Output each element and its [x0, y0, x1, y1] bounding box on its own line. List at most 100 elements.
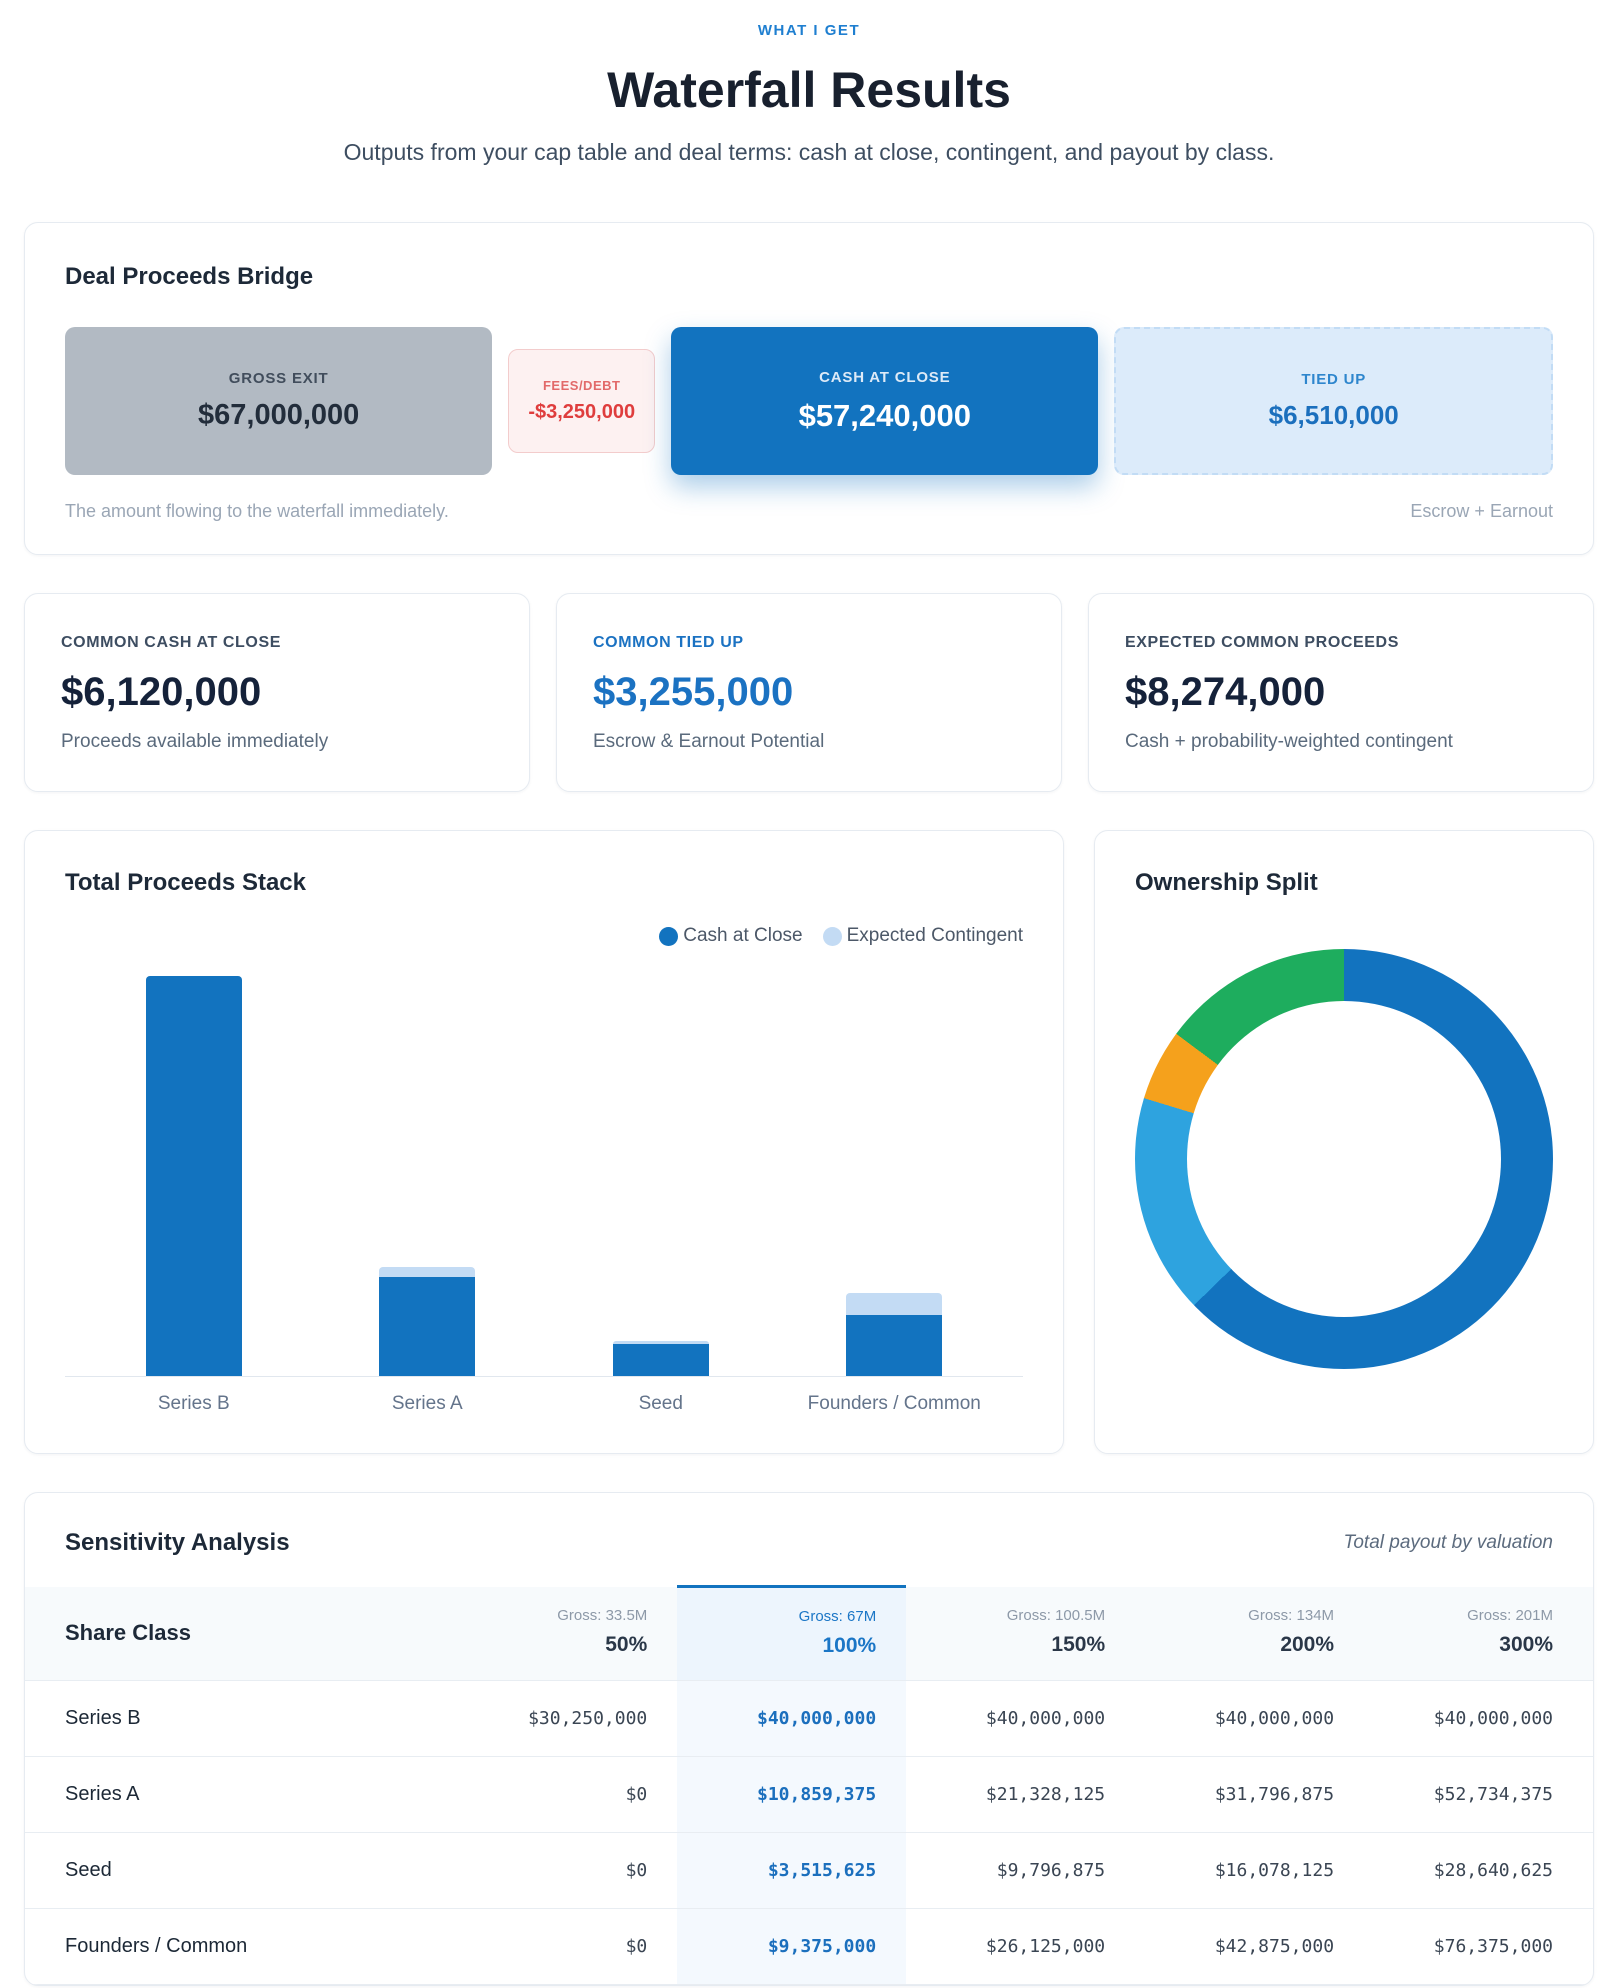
ownership-split-card: Ownership Split	[1094, 830, 1594, 1454]
donut-wrap	[1135, 949, 1553, 1369]
bar-segment-cash	[846, 1315, 943, 1376]
stack-chart-title: Total Proceeds Stack	[65, 869, 306, 896]
stat-card-common-cash: COMMON CASH AT CLOSE $6,120,000 Proceeds…	[24, 593, 530, 792]
bar-segment-cash	[379, 1277, 476, 1376]
bridge-caption-right: Escrow + Earnout	[1410, 501, 1553, 521]
payout-cell: $9,375,000	[677, 1908, 907, 1985]
valuation-percent-label: 300%	[1499, 1633, 1553, 1657]
valuation-column-header[interactable]: Gross: 33.5M 50%	[448, 1587, 677, 1681]
stat-label: COMMON TIED UP	[593, 634, 744, 651]
payout-cell: $52,734,375	[1433, 1784, 1553, 1805]
bar-chart-plot	[65, 957, 1023, 1377]
bar-segment-cash	[145, 976, 242, 1376]
bar-category-label: Series B	[157, 1393, 230, 1414]
payout-cell: $28,640,625	[1433, 1860, 1553, 1881]
gross-value-label: Gross: 134M	[1248, 1607, 1335, 1625]
legend-dot-contingent	[822, 926, 842, 946]
bar-column	[544, 1341, 778, 1376]
gross-value-label: Gross: 100.5M	[1006, 1607, 1106, 1625]
stat-label: COMMON CASH AT CLOSE	[61, 634, 281, 651]
cash-at-close-label: CASH AT CLOSE	[819, 368, 951, 386]
legend-label-cash: Cash at Close	[683, 925, 803, 946]
table-row: Series A $0 $10,859,375 $21,328,125 $31,796,…	[25, 1756, 1593, 1833]
cash-at-close-box: CASH AT CLOSE $57,240,000	[671, 327, 1099, 475]
page-subtitle: Outputs from your cap table and deal ter…	[343, 139, 1275, 165]
table-row: Founders / Common $0 $9,375,000 $26,125,000…	[25, 1908, 1593, 1985]
legend-item-contingent: Expected Contingent	[822, 925, 1023, 947]
bar-category-label: Seed	[638, 1393, 683, 1414]
share-class-cell: Seed	[65, 1859, 112, 1881]
tied-up-label: TIED UP	[1301, 371, 1367, 388]
stat-card-common-tied-up: COMMON TIED UP $3,255,000 Escrow & Earno…	[556, 593, 1062, 792]
bridge-caption-left: The amount flowing to the waterfall imme…	[65, 501, 449, 521]
bridge-row: GROSS EXIT $67,000,000 FEES/DEBT -$3,250…	[65, 327, 1553, 475]
share-class-cell: Series A	[65, 1783, 140, 1805]
bridge-captions: The amount flowing to the waterfall imme…	[65, 501, 1553, 522]
payout-cell: $16,078,125	[1214, 1860, 1335, 1881]
payout-cell: $76,375,000	[1433, 1936, 1553, 1957]
eyebrow-label: WHAT I GET	[757, 22, 861, 39]
stat-value: $6,120,000	[61, 670, 262, 714]
gross-value-label: Gross: 201M	[1467, 1607, 1553, 1625]
gross-exit-label: GROSS EXIT	[228, 370, 329, 387]
sensitivity-header-row: Share Class Gross: 33.5M 50% Gross: 67M 100…	[25, 1585, 1593, 1681]
payout-cell: $40,000,000	[677, 1680, 907, 1757]
fees-debt-value: -$3,250,000	[528, 401, 636, 423]
share-class-header: Share Class	[65, 1620, 191, 1646]
fees-debt-label: FEES/DEBT	[542, 378, 621, 393]
fees-debt-box: FEES/DEBT -$3,250,000	[508, 349, 656, 453]
bar-segment-contingent	[612, 1341, 709, 1344]
stat-label: EXPECTED COMMON PROCEEDS	[1125, 634, 1399, 651]
payout-cell: $9,796,875	[996, 1860, 1106, 1881]
payout-cell: $42,875,000	[1214, 1936, 1335, 1957]
valuation-column-header[interactable]: Gross: 134M 200%	[1135, 1587, 1364, 1681]
bridge-title: Deal Proceeds Bridge	[65, 263, 314, 290]
sensitivity-table: Share Class Gross: 33.5M 50% Gross: 67M 100…	[25, 1585, 1593, 1985]
bar-category-label: Founders / Common	[807, 1393, 981, 1414]
payout-cell: $26,125,000	[985, 1936, 1106, 1957]
gross-value-label: Gross: 67M	[798, 1608, 877, 1625]
bar-segment-contingent	[846, 1293, 943, 1315]
payout-cell: $0	[625, 1784, 648, 1805]
gross-exit-box: GROSS EXIT $67,000,000	[65, 327, 493, 475]
stat-caption: Proceeds available immediately	[61, 731, 329, 752]
charts-row: Total Proceeds Stack Cash at Close Expec…	[24, 830, 1594, 1454]
stat-card-expected-proceeds: EXPECTED COMMON PROCEEDS $8,274,000 Cash…	[1088, 593, 1594, 792]
bar-chart-labels: Series B Series A Seed Founders / Common	[65, 1393, 1023, 1415]
deal-proceeds-bridge-card: Deal Proceeds Bridge GROSS EXIT $67,000,…	[24, 222, 1594, 555]
bar-column	[778, 1293, 1012, 1376]
bar-segment-contingent	[379, 1267, 476, 1277]
valuation-column-header[interactable]: Gross: 201M 300%	[1364, 1587, 1593, 1681]
bar-column	[77, 976, 311, 1376]
payout-cell: $0	[625, 1936, 648, 1957]
bar-category-label: Series A	[391, 1393, 463, 1414]
valuation-percent-label: 200%	[1280, 1633, 1335, 1657]
payout-cell: $40,000,000	[1433, 1708, 1553, 1729]
payout-cell: $3,515,625	[677, 1832, 907, 1909]
share-class-cell: Series B	[65, 1707, 141, 1729]
sensitivity-title: Sensitivity Analysis	[65, 1529, 290, 1556]
page-title: Waterfall Results	[607, 62, 1011, 118]
payout-cell: $31,796,875	[1214, 1784, 1335, 1805]
stat-value: $8,274,000	[1125, 670, 1326, 714]
gross-exit-value: $67,000,000	[198, 399, 360, 431]
sensitivity-analysis-card: Sensitivity Analysis Total payout by val…	[24, 1492, 1594, 1986]
bar-column	[311, 1267, 545, 1376]
tied-up-box: TIED UP $6,510,000	[1114, 327, 1553, 475]
sensitivity-header: Sensitivity Analysis Total payout by val…	[25, 1493, 1593, 1585]
valuation-percent-label: 150%	[1051, 1633, 1106, 1657]
valuation-percent-label: 100%	[822, 1634, 877, 1657]
total-proceeds-stack-card: Total Proceeds Stack Cash at Close Expec…	[24, 830, 1064, 1454]
valuation-column-header[interactable]: Gross: 100.5M 150%	[906, 1587, 1135, 1681]
payout-cell: $10,859,375	[677, 1756, 907, 1833]
share-class-cell: Founders / Common	[65, 1935, 248, 1957]
donut-chart-title: Ownership Split	[1135, 869, 1318, 896]
ownership-donut	[1135, 949, 1553, 1369]
table-row: Series B $30,250,000 $40,000,000 $40,000,00…	[25, 1680, 1593, 1757]
tied-up-value: $6,510,000	[1268, 400, 1399, 430]
stat-caption: Escrow & Earnout Potential	[593, 731, 825, 752]
payout-cell: $40,000,000	[1214, 1708, 1335, 1729]
sensitivity-subtitle: Total payout by valuation	[1343, 1532, 1553, 1553]
payout-cell: $40,000,000	[985, 1708, 1106, 1729]
valuation-column-header[interactable]: Gross: 67M 100%	[677, 1585, 907, 1681]
